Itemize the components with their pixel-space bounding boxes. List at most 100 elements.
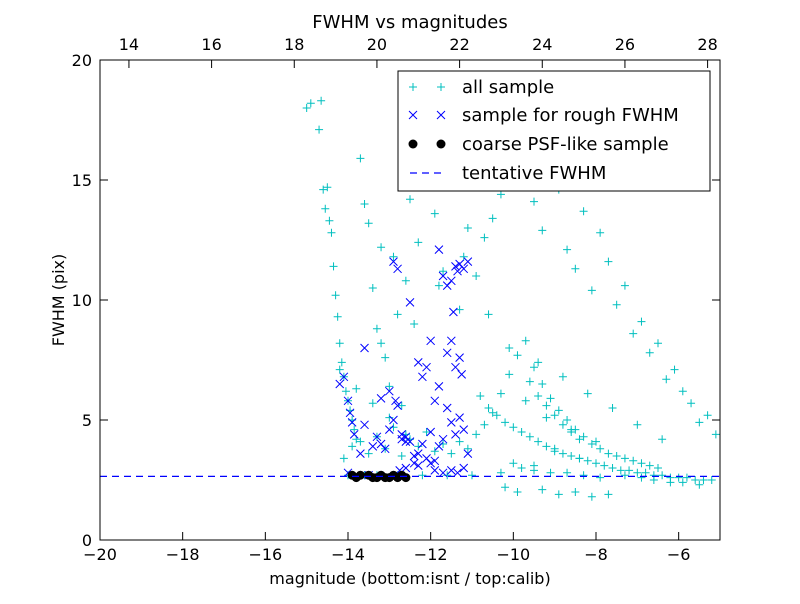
- data-point: [534, 358, 543, 367]
- data-point: [409, 451, 419, 461]
- data-point: [451, 262, 460, 271]
- data-point: [438, 434, 448, 444]
- data-point: [596, 473, 605, 482]
- data-point: [463, 257, 473, 266]
- data-point: [443, 471, 452, 480]
- data-point: [315, 125, 324, 134]
- data-point: [534, 437, 543, 446]
- data-point: [459, 463, 469, 473]
- data-point: [406, 195, 414, 204]
- data-point: [457, 370, 467, 379]
- data-point: [323, 183, 332, 192]
- data-point: [538, 485, 547, 494]
- data-point: [620, 471, 629, 480]
- data-point: [707, 476, 716, 484]
- legend-entry: all sample: [409, 77, 554, 98]
- data-point: [563, 468, 572, 477]
- data-point: [337, 358, 346, 367]
- data-point: [384, 386, 394, 396]
- data-point: [542, 442, 551, 451]
- data-point: [480, 233, 489, 242]
- data-point: [674, 473, 683, 482]
- x-tick-label: −6: [667, 545, 691, 564]
- legend-label: tentative FWHM: [462, 163, 606, 184]
- data-point: [414, 442, 423, 451]
- data-point: [472, 272, 481, 280]
- series-1: [302, 96, 720, 501]
- data-point: [389, 257, 398, 266]
- legend-swatch: [408, 139, 418, 149]
- data-point: [446, 418, 456, 427]
- data-point: [381, 353, 390, 362]
- data-point: [596, 228, 605, 237]
- data-point: [459, 264, 469, 274]
- data-point: [453, 468, 462, 478]
- data-point: [496, 190, 505, 199]
- data-point: [418, 471, 427, 480]
- plot-frame: [99, 59, 721, 541]
- data-point: [413, 461, 423, 470]
- data-point: [335, 339, 344, 348]
- top-x-tick-label: 20: [367, 35, 387, 54]
- data-point: [530, 197, 538, 206]
- data-point: [413, 449, 423, 458]
- data-point: [397, 401, 406, 410]
- data-point: [517, 464, 526, 472]
- data-point: [345, 408, 355, 418]
- top-x-tick-label: 22: [449, 35, 469, 54]
- data-point: [446, 466, 456, 475]
- data-point: [542, 413, 551, 422]
- data-point: [641, 468, 650, 477]
- data-point: [459, 252, 468, 261]
- data-point: [438, 271, 448, 281]
- data-point: [401, 276, 410, 285]
- data-point: [391, 396, 400, 406]
- data-point: [434, 245, 444, 254]
- data-point: [360, 200, 369, 208]
- data-point: [430, 396, 440, 406]
- data-point: [364, 219, 373, 228]
- data-point: [534, 392, 543, 400]
- data-point: [438, 468, 448, 478]
- data-point: [571, 488, 580, 496]
- data-point: [393, 264, 402, 274]
- data-point: [389, 252, 398, 261]
- axis-ticks: −20 −18 −16 −14 −12 −10 −8 −6 14 16 18 20 22 24 26 28 0 5…: [72, 35, 720, 564]
- data-point: [347, 418, 357, 427]
- data-point: [455, 353, 464, 362]
- data-point: [530, 363, 538, 372]
- y-axis-label: FWHM (pix): [49, 254, 68, 347]
- data-point: [575, 454, 584, 463]
- data-point: [530, 461, 538, 470]
- data-point: [455, 413, 464, 422]
- data-point: [629, 329, 638, 338]
- data-point: [637, 473, 646, 482]
- data-point: [401, 463, 411, 473]
- legend-swatch: [436, 139, 446, 149]
- data-point: [695, 418, 704, 427]
- data-point: [447, 449, 456, 458]
- data-point: [567, 452, 576, 460]
- data-point: [405, 437, 415, 446]
- data-point: [505, 370, 514, 379]
- data-point: [509, 459, 518, 468]
- y-tick-label: 5: [82, 411, 92, 430]
- data-point: [637, 459, 646, 468]
- x-tick-label: −12: [414, 545, 448, 564]
- data-point: [434, 442, 444, 451]
- data-point: [554, 406, 563, 415]
- data-point: [389, 423, 398, 432]
- data-point: [463, 444, 472, 453]
- data-point: [422, 428, 431, 436]
- data-point: [567, 425, 576, 434]
- data-point: [501, 418, 510, 427]
- data-point: [306, 99, 315, 108]
- data-point: [368, 284, 377, 292]
- data-point: [410, 320, 419, 328]
- data-point: [414, 238, 423, 247]
- data-point: [546, 468, 555, 477]
- data-point: [670, 365, 679, 374]
- data-point: [426, 336, 436, 346]
- data-point: [360, 343, 369, 353]
- data-point: [327, 228, 336, 237]
